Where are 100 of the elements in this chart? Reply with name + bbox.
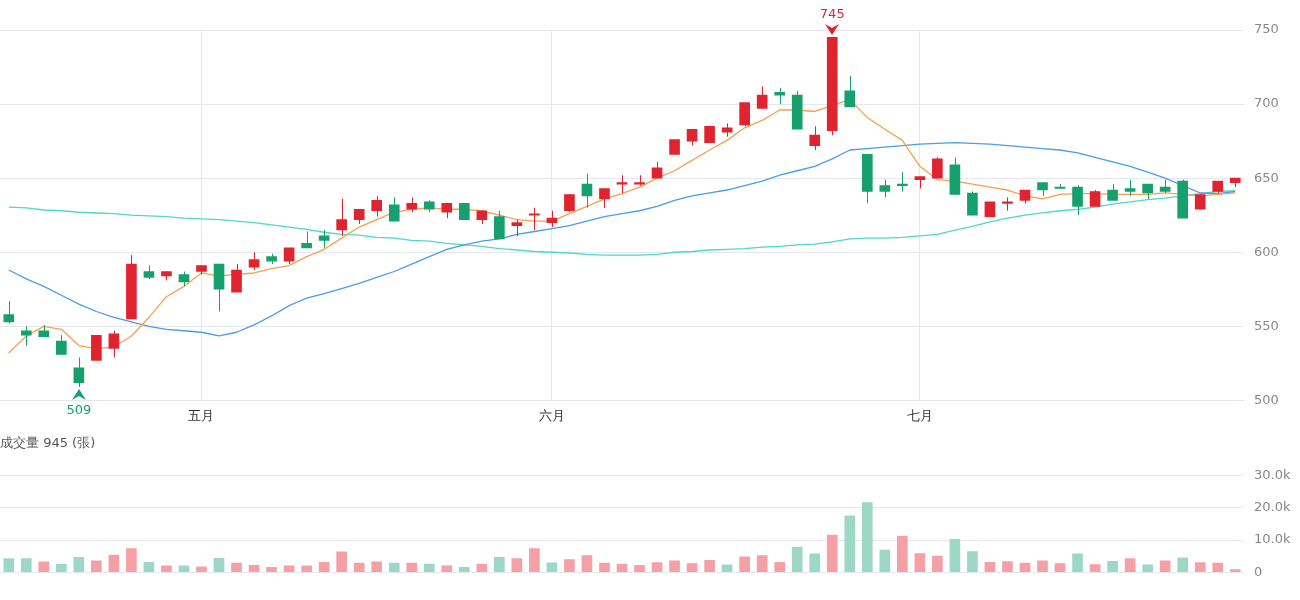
bar <box>283 565 295 573</box>
y-tick-label: 0 <box>1254 563 1263 579</box>
bar <box>318 561 330 573</box>
bar <box>20 558 32 573</box>
bar <box>879 549 891 573</box>
bar <box>38 561 50 573</box>
bar <box>634 565 645 573</box>
bar <box>774 561 786 573</box>
bar <box>1194 562 1206 573</box>
y-tick-label: 550 <box>1254 317 1279 333</box>
bar <box>1124 558 1136 573</box>
bar <box>616 563 628 573</box>
candlestick <box>809 125 821 151</box>
candlestick <box>1072 185 1083 216</box>
bar <box>897 535 908 573</box>
bar <box>651 562 663 573</box>
y-tick-label: 650 <box>1254 169 1279 185</box>
bar <box>1054 563 1066 573</box>
bar <box>669 560 680 573</box>
candlestick <box>108 330 120 358</box>
bar <box>494 557 505 573</box>
y-tick-label: 600 <box>1254 243 1279 259</box>
bar <box>1037 560 1048 573</box>
candlestick <box>634 174 645 187</box>
bar <box>1229 569 1241 573</box>
bar <box>55 563 67 573</box>
bar <box>476 563 488 573</box>
bar <box>1002 561 1013 573</box>
y-tick-label: 500 <box>1254 391 1279 407</box>
bar <box>1019 562 1031 573</box>
bar <box>388 562 400 573</box>
bar <box>791 546 803 573</box>
bar <box>248 565 260 573</box>
bar <box>336 551 347 573</box>
bar <box>704 559 715 573</box>
bar <box>1072 553 1083 573</box>
bar <box>581 555 593 573</box>
bar <box>529 548 540 573</box>
chart-title: 成交量 945 (張) <box>0 435 96 451</box>
y-tick-label: 20.0k <box>1254 499 1291 515</box>
bar <box>126 548 137 573</box>
bar <box>686 563 698 573</box>
bar <box>1177 557 1189 573</box>
bar <box>73 557 85 573</box>
bar <box>178 565 190 573</box>
y-tick-label: 750 <box>1254 21 1279 37</box>
candlestick <box>494 210 505 240</box>
bar <box>564 559 575 573</box>
bar <box>301 565 312 573</box>
bar <box>844 515 856 573</box>
bar <box>1089 564 1101 573</box>
y-tick-label: 30.0k <box>1254 466 1291 482</box>
candlestick <box>844 75 856 108</box>
bar <box>406 562 418 573</box>
bar <box>266 567 277 573</box>
bar <box>458 567 470 573</box>
bar <box>91 560 102 573</box>
y-tick-label: 700 <box>1254 95 1279 111</box>
bar <box>231 562 242 573</box>
bar <box>599 562 610 573</box>
candlestick <box>336 198 347 237</box>
bar <box>932 555 943 573</box>
bar <box>1142 564 1153 573</box>
bar <box>161 565 172 573</box>
candlestick <box>599 188 610 209</box>
bar <box>143 561 155 573</box>
bar <box>1107 560 1118 573</box>
bar <box>826 534 838 573</box>
bar <box>108 554 120 573</box>
bar <box>739 556 750 573</box>
bar <box>213 558 225 573</box>
bar <box>1212 562 1224 573</box>
bar <box>949 539 961 573</box>
candlestick <box>3 300 15 324</box>
x-tick-label: 五月 <box>188 407 215 423</box>
bar <box>353 562 365 573</box>
candlestick <box>73 356 85 388</box>
x-tick-label: 六月 <box>538 407 565 423</box>
candlestick <box>529 207 540 231</box>
bar <box>511 558 523 573</box>
bar <box>914 553 926 573</box>
bar <box>1159 560 1171 573</box>
annotation: 745 <box>819 6 845 22</box>
candlestick <box>371 195 383 218</box>
x-tick-label: 七月 <box>906 407 933 423</box>
candlestick <box>897 171 908 192</box>
bar <box>984 561 996 573</box>
annotation: 509 <box>66 401 92 417</box>
bar <box>441 565 453 573</box>
bar <box>196 566 207 573</box>
bar <box>756 555 768 573</box>
bar <box>809 553 821 573</box>
bar <box>721 564 733 573</box>
bar <box>861 502 873 573</box>
candlestick <box>967 190 978 216</box>
candlestick <box>739 102 750 127</box>
bar <box>423 563 435 573</box>
bar <box>967 551 978 573</box>
candlestick <box>55 334 67 355</box>
bar <box>371 561 383 573</box>
